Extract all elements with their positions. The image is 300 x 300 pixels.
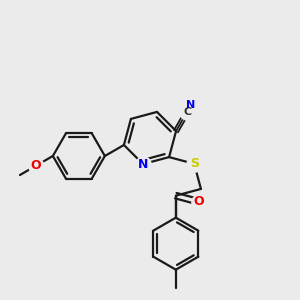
Text: N: N xyxy=(187,100,196,110)
Text: S: S xyxy=(190,157,199,170)
Text: C: C xyxy=(183,107,191,117)
Text: O: O xyxy=(194,195,204,208)
Text: N: N xyxy=(138,158,148,171)
Text: O: O xyxy=(30,160,41,172)
